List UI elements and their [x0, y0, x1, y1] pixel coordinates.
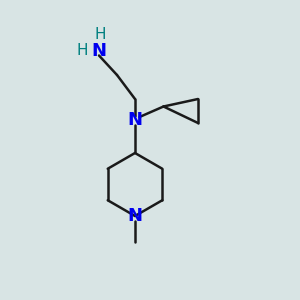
Text: H: H — [95, 27, 106, 42]
Text: N: N — [92, 42, 106, 60]
Text: N: N — [128, 207, 142, 225]
Text: H: H — [77, 44, 88, 59]
Text: N: N — [128, 111, 142, 129]
